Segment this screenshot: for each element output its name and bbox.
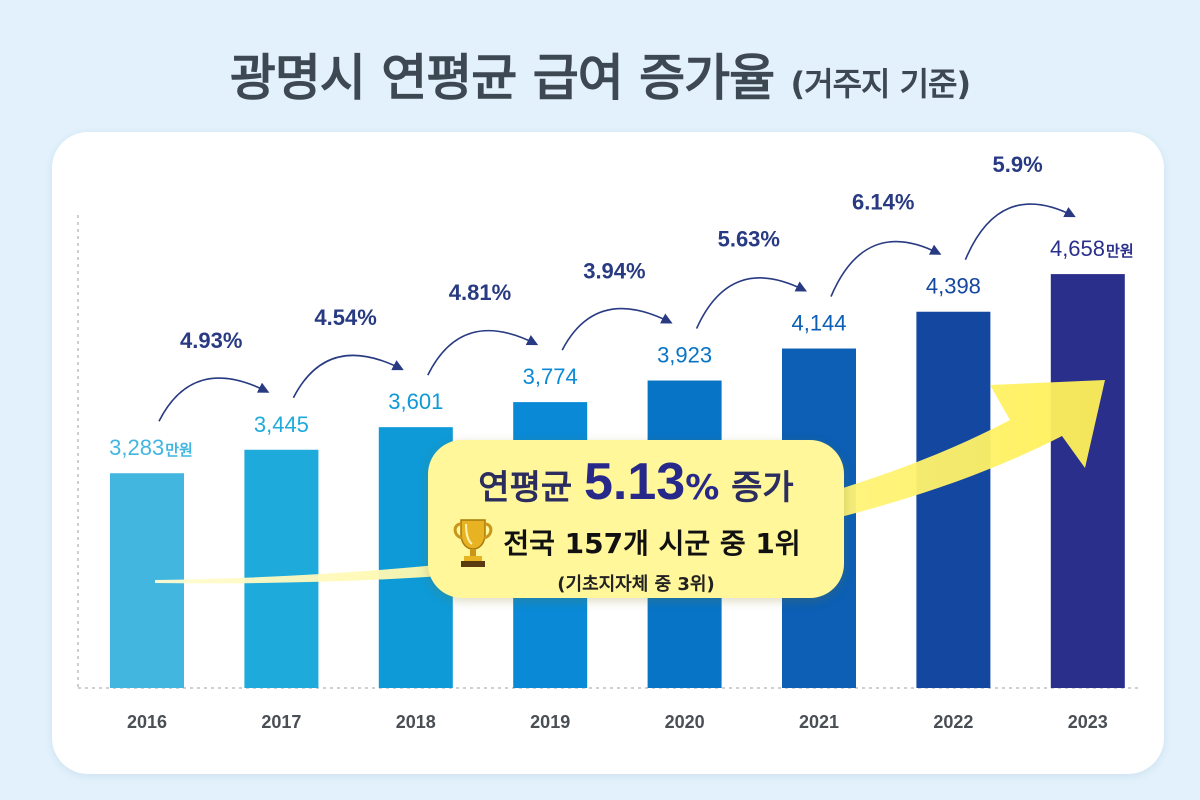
growth-rate-label-2023: 5.9% bbox=[993, 152, 1043, 177]
growth-arrow-2017 bbox=[158, 377, 270, 422]
growth-arrow-2019 bbox=[427, 329, 539, 376]
growth-rate-label-2021: 5.63% bbox=[718, 227, 780, 252]
rates-layer: 4.93% 4.54% 4.81% 3.94% 5.63% 6.14% 5.9% bbox=[158, 152, 1076, 422]
callout-value: 5.13 bbox=[583, 453, 686, 511]
callout-rank: 전국 157개 시군 중 1위 bbox=[503, 527, 801, 560]
callout-rank-row: 전국 157개 시군 중 1위 bbox=[428, 516, 844, 568]
callout-rank-sub: (기초지자체 중 3위) bbox=[557, 574, 715, 595]
chart-title-sub: (거주지 기준) bbox=[790, 65, 972, 103]
callout-prefix: 연평균 bbox=[478, 468, 573, 508]
bar-value-label-2017: 3,445 bbox=[254, 412, 309, 437]
x-tick-2018: 2018 bbox=[396, 712, 436, 732]
growth-rate-label-2017: 4.93% bbox=[180, 328, 242, 353]
callout-headline: 연평균 5.13% 증가 bbox=[428, 452, 844, 512]
growth-rate-label-2019: 4.81% bbox=[449, 280, 511, 305]
bar-2023 bbox=[1050, 274, 1125, 688]
growth-arrow-2022 bbox=[830, 240, 942, 297]
growth-arrow-2021 bbox=[695, 277, 807, 329]
growth-rate-label-2020: 3.94% bbox=[583, 259, 645, 284]
growth-rate-label-2018: 4.54% bbox=[314, 305, 376, 330]
bar-2022 bbox=[916, 311, 991, 688]
growth-arrow-2018 bbox=[292, 354, 404, 399]
bar-value-label-2023: 4,658만원 bbox=[1050, 236, 1134, 261]
x-tick-2016: 2016 bbox=[127, 712, 167, 732]
bar-2017 bbox=[244, 449, 319, 688]
growth-arrow-2023 bbox=[964, 203, 1076, 261]
x-tick-2023: 2023 bbox=[1068, 712, 1108, 732]
bar-value-label-2016: 3,283만원 bbox=[109, 435, 193, 460]
trophy-icon bbox=[454, 519, 493, 567]
bar-value-label-2018: 3,601 bbox=[388, 389, 443, 414]
x-tick-2017: 2017 bbox=[261, 712, 301, 732]
x-tick-2022: 2022 bbox=[933, 712, 973, 732]
bar-value-label-2022: 4,398 bbox=[926, 274, 981, 299]
chart-title: 광명시 연평균 급여 증가율 (거주지 기준) bbox=[0, 38, 1200, 110]
bar-value-label-2021: 4,144 bbox=[791, 311, 846, 336]
callout-suffix: 증가 bbox=[731, 468, 794, 508]
chart-title-main: 광명시 연평균 급여 증가율 bbox=[229, 49, 775, 107]
x-tick-2020: 2020 bbox=[665, 712, 705, 732]
x-tick-2021: 2021 bbox=[799, 712, 839, 732]
bar-value-label-2019: 3,774 bbox=[523, 364, 578, 389]
growth-rate-label-2022: 6.14% bbox=[852, 190, 914, 215]
summary-callout: 연평균 5.13% 증가 전국 157개 시군 중 1위 (기초지자체 중 3위… bbox=[428, 440, 844, 598]
ticks-layer: 2016 2017 2018 2019 2020 2021 2022 2023 bbox=[127, 712, 1108, 732]
x-tick-2019: 2019 bbox=[530, 712, 570, 732]
growth-arrow-2020 bbox=[561, 307, 673, 351]
callout-percent: % bbox=[685, 468, 720, 508]
bar-value-label-2020: 3,923 bbox=[657, 343, 712, 368]
